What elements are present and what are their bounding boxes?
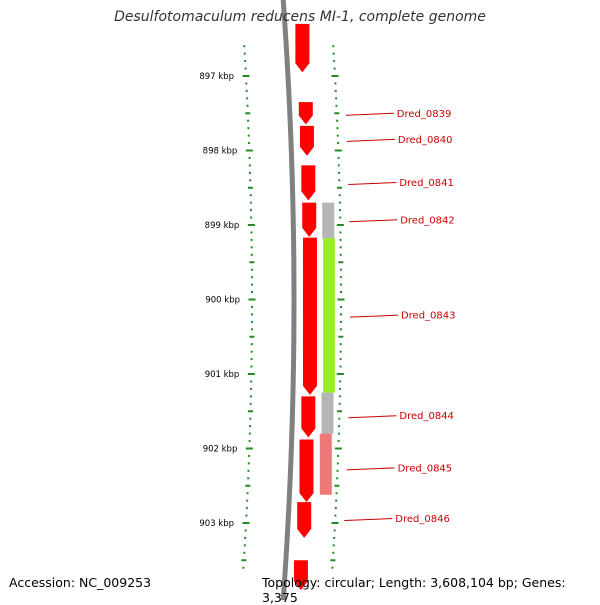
ruler-label: 903 kbp: [199, 519, 234, 529]
gene-label-leader: [344, 518, 393, 522]
feature-cds: [302, 237, 317, 395]
feature-cds: [299, 439, 314, 503]
feature-cds: [298, 102, 313, 125]
left-ruler: 897 kbp 898 kbp 899 kbp 900 kbp 901 kbp 902 k…: [199, 45, 256, 569]
ruler-label: 899 kbp: [205, 221, 240, 231]
gene-label-text: Dred_0844: [399, 411, 454, 422]
feature-gene: [322, 202, 335, 239]
gene-label-leader: [346, 467, 395, 471]
feature-gene: [319, 433, 332, 495]
gene-label-text: Dred_0839: [397, 109, 452, 120]
accession-text: Accession: NC_009253: [9, 575, 152, 590]
gene-label-text: Dred_0841: [399, 178, 454, 189]
feature-cds: [299, 125, 314, 156]
gene-label-leader: [349, 314, 398, 318]
feature-cds: [301, 165, 316, 201]
ruler-label: 897 kbp: [199, 72, 234, 82]
feature-gene: [321, 392, 334, 434]
genome-backbone: [280, 0, 297, 600]
gene-label-leader: [348, 415, 397, 419]
ruler-label: 902 kbp: [203, 445, 238, 455]
ruler-label: 900 kbp: [205, 296, 240, 306]
gene-label-text: Dred_0843: [401, 311, 456, 322]
feature-cds: [293, 560, 308, 591]
feature-track: [293, 23, 335, 591]
feature-cds: [297, 502, 312, 538]
genome-summary-text: Topology: circular; Length: 3,608,104 bp…: [262, 575, 566, 605]
gene-label-text: Dred_0840: [398, 135, 453, 146]
feature-cds: [302, 202, 317, 237]
gene-label-leader: [346, 138, 395, 142]
feature-cds: [295, 23, 310, 73]
gene-label-leader: [348, 182, 397, 186]
right-ruler: [330, 45, 345, 569]
gene-labels: Dred_0839 Dred_0840 Dred_0841 Dred_0842 Dred…: [344, 109, 456, 525]
gene-label-text: Dred_0842: [400, 215, 455, 226]
feature-gene: [322, 238, 335, 393]
feature-cds: [301, 396, 316, 438]
ruler-label: 898 kbp: [203, 147, 238, 157]
gene-label-text: Dred_0845: [398, 463, 453, 474]
gene-label-leader: [349, 219, 398, 223]
ruler-label: 901 kbp: [205, 370, 240, 380]
gene-label-leader: [345, 112, 394, 116]
gene-label-text: Dred_0846: [395, 514, 450, 525]
map-title: Desulfotomaculum reducens MI-1, complete…: [114, 9, 486, 25]
